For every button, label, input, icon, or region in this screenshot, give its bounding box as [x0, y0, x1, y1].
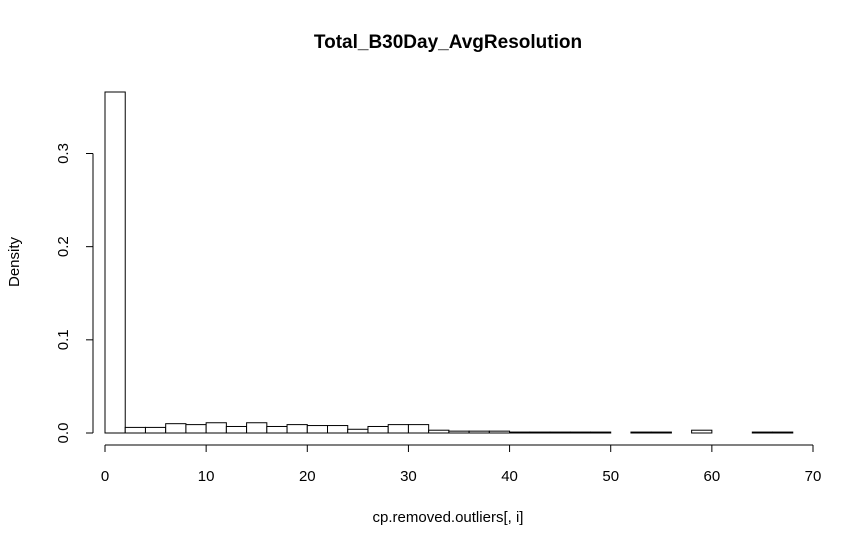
histogram-bar — [165, 423, 187, 434]
histogram-bar — [488, 430, 511, 434]
histogram-bar — [367, 425, 389, 434]
histogram-bar — [104, 91, 126, 434]
histogram-bar — [589, 431, 612, 434]
histogram-bars — [104, 91, 794, 434]
histogram-bar — [751, 431, 774, 434]
histogram-bar — [347, 428, 369, 434]
y-axis-label: Density — [6, 236, 23, 287]
histogram-bar — [407, 424, 430, 434]
histogram-bar — [428, 429, 450, 434]
histogram-bar — [468, 430, 490, 434]
x-axis: 0 10 20 30 40 50 60 70 — [101, 444, 822, 485]
y-tick-label: 0.3 — [55, 143, 72, 164]
histogram-bar — [185, 424, 207, 434]
histogram-bar — [306, 425, 329, 434]
histogram-bar — [266, 425, 288, 434]
histogram-bar — [124, 426, 146, 434]
histogram-bar — [286, 424, 308, 434]
histogram-bar — [569, 431, 591, 434]
histogram-bar — [650, 431, 672, 434]
y-tick-label: 0.2 — [55, 236, 72, 257]
y-tick-label: 0.1 — [55, 329, 72, 350]
histogram-bar — [772, 431, 794, 434]
x-tick-label: 30 — [400, 468, 417, 485]
histogram-bar — [630, 431, 652, 434]
chart-title: Total_B30Day_AvgResolution — [314, 32, 582, 53]
histogram-bar — [225, 425, 248, 434]
x-tick-label: 20 — [299, 468, 316, 485]
y-axis: 0.0 0.1 0.2 0.3 — [55, 143, 94, 444]
histogram-bar — [529, 431, 551, 434]
histogram-bar — [387, 424, 409, 434]
y-tick-label: 0.0 — [55, 423, 72, 444]
histogram-bar — [246, 422, 268, 434]
histogram-bar — [205, 422, 227, 434]
x-tick-label: 40 — [501, 468, 518, 485]
histogram-bar — [448, 430, 470, 434]
x-tick-label: 60 — [704, 468, 721, 485]
histogram-bar — [509, 431, 531, 434]
x-tick-label: 70 — [805, 468, 822, 485]
x-tick-label: 50 — [602, 468, 619, 485]
histogram-bar — [327, 425, 349, 434]
histogram-bar — [691, 429, 713, 434]
x-tick-label: 10 — [198, 468, 215, 485]
x-tick-label: 0 — [101, 468, 109, 485]
x-axis-label: cp.removed.outliers[, i] — [373, 509, 524, 526]
histogram-bar — [144, 426, 167, 434]
histogram-bar — [549, 431, 571, 434]
